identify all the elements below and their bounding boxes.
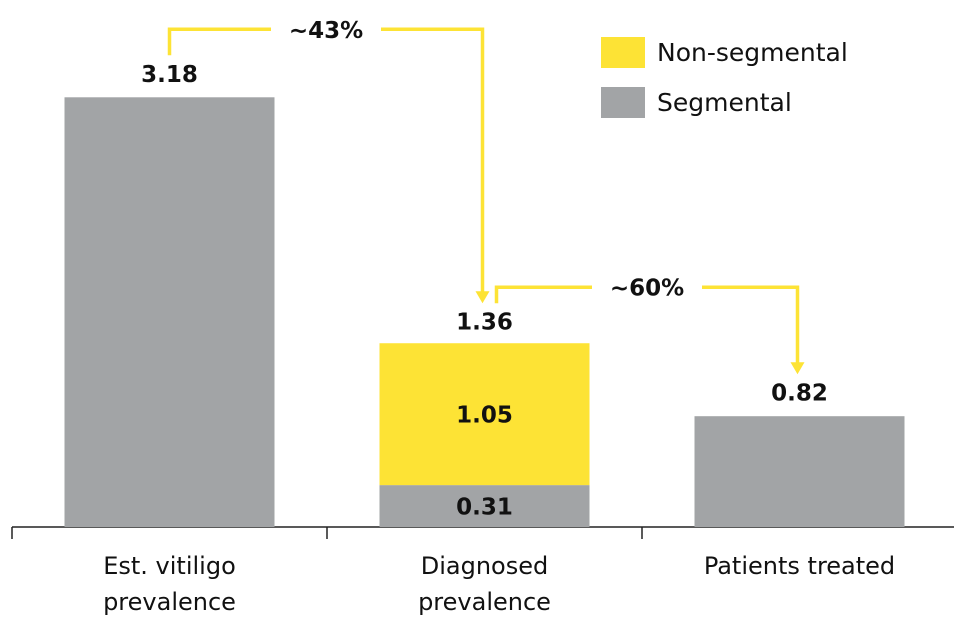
- bar-segment: [379, 343, 590, 486]
- legend-swatch: [601, 87, 645, 118]
- annotation-label: ~43%: [289, 18, 363, 44]
- bar-segment: [379, 485, 590, 527]
- value-label: 0.82: [771, 381, 828, 407]
- annotation-label: ~60%: [610, 276, 684, 302]
- value-label: 3.18: [141, 62, 198, 88]
- x-tick-label: Patients treated: [703, 552, 896, 580]
- value-label: 0.31: [456, 495, 513, 521]
- arrowhead: [790, 362, 805, 375]
- legend-label: Non-segmental: [657, 38, 848, 67]
- arrowhead: [475, 291, 490, 304]
- annotation-gap: [271, 17, 381, 42]
- annotation-gap: [592, 275, 702, 300]
- total-label: 1.36: [456, 310, 513, 336]
- legend-label: Segmental: [657, 88, 792, 117]
- x-tick-label: Diagnosed prevalence: [418, 552, 551, 616]
- x-tick-label: Est. vitiligo prevalence: [103, 552, 236, 616]
- legend-swatch: [601, 37, 645, 68]
- value-label: 1.05: [456, 403, 513, 429]
- bar-segment: [694, 416, 905, 527]
- bar-segment: [64, 97, 275, 528]
